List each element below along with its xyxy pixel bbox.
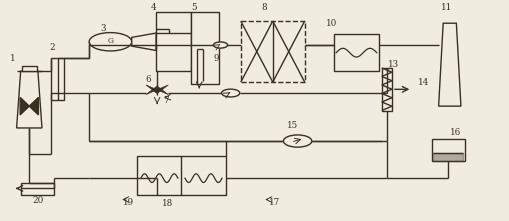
Text: 16: 16 (449, 128, 460, 137)
Polygon shape (20, 97, 29, 115)
Text: 14: 14 (417, 78, 428, 87)
Text: 15: 15 (286, 121, 297, 130)
Text: 5: 5 (191, 4, 196, 12)
Text: 11: 11 (440, 4, 451, 12)
Text: 8: 8 (261, 4, 266, 12)
Bar (333, 34, 379, 71)
Bar (381, 68, 391, 110)
Circle shape (213, 42, 227, 48)
Text: G: G (107, 37, 113, 45)
Polygon shape (131, 33, 156, 50)
Text: 3: 3 (100, 24, 105, 33)
Text: 2: 2 (49, 43, 55, 52)
Bar (21, 183, 53, 194)
Circle shape (283, 135, 311, 147)
Bar (190, 12, 218, 84)
Polygon shape (146, 85, 168, 93)
Polygon shape (438, 23, 460, 106)
Bar (240, 21, 304, 82)
Circle shape (221, 89, 239, 97)
Polygon shape (146, 86, 168, 95)
Polygon shape (29, 97, 38, 115)
Text: 17: 17 (268, 198, 279, 207)
Polygon shape (432, 153, 463, 161)
Text: 20: 20 (32, 196, 43, 205)
Polygon shape (17, 71, 42, 128)
Bar (156, 12, 190, 71)
Bar (137, 156, 225, 194)
Circle shape (89, 32, 131, 51)
Text: 4: 4 (150, 4, 156, 12)
Text: 1: 1 (10, 54, 15, 63)
Bar (51, 58, 64, 100)
Text: 6: 6 (146, 75, 151, 84)
Text: 13: 13 (387, 60, 398, 69)
Text: 18: 18 (162, 199, 173, 208)
Bar (431, 139, 464, 161)
Bar (22, 66, 37, 71)
Text: 10: 10 (325, 19, 336, 28)
Text: 19: 19 (122, 198, 133, 207)
Text: 9: 9 (213, 54, 219, 63)
Text: 7: 7 (163, 96, 168, 105)
